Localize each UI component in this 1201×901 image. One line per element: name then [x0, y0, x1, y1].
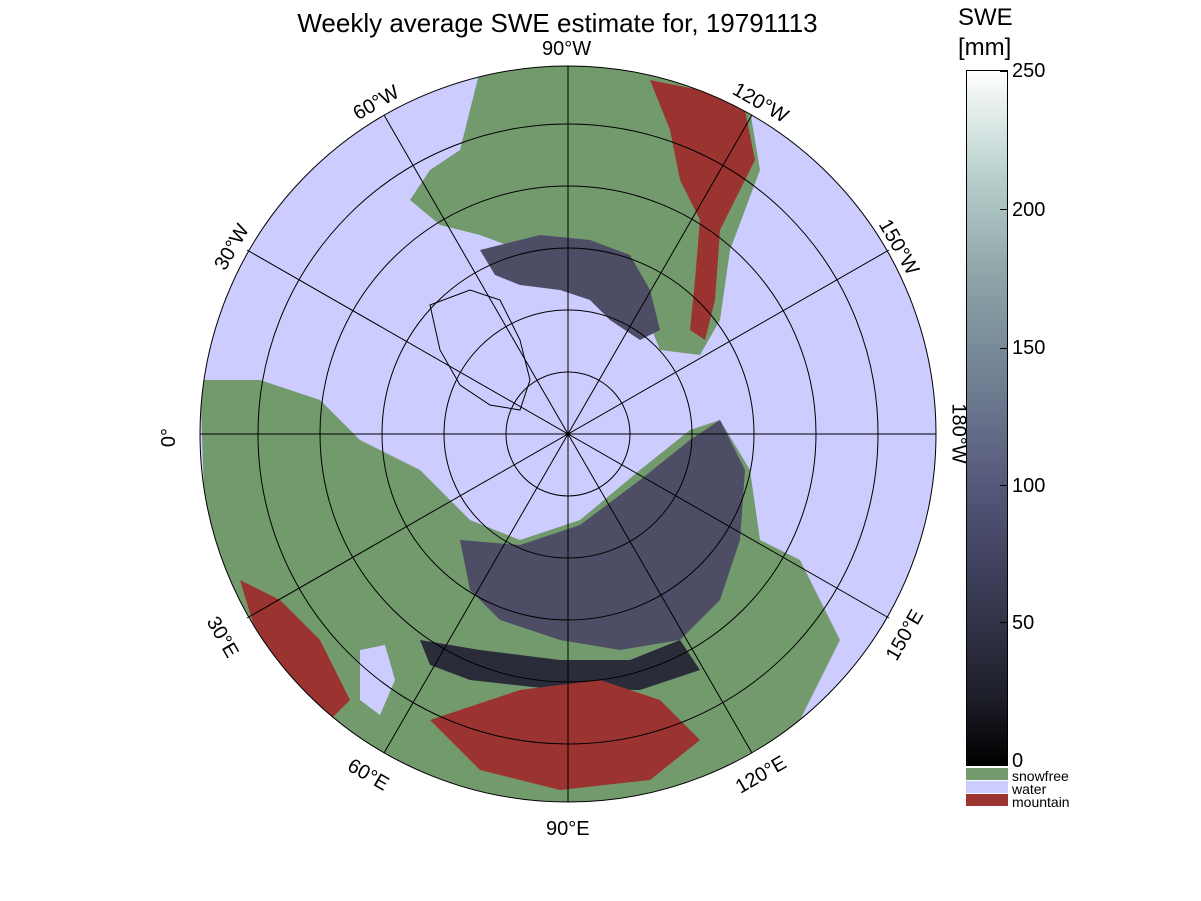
map-title: Weekly average SWE estimate for, 1979111… — [297, 8, 818, 38]
landmass-greenland — [429, 289, 531, 411]
colorbar-tick-50: 50 — [1012, 612, 1035, 634]
meridian-label-90w: 90°W — [542, 38, 592, 60]
meridian-label-0: 0° — [158, 427, 181, 448]
snow-siberia — [460, 420, 745, 650]
meridian-label-90e: 90°E — [546, 818, 590, 840]
colorbar — [966, 70, 1008, 766]
colorbar-title: SWE — [958, 4, 1013, 31]
colorbar-tick-200: 200 — [1012, 199, 1046, 221]
colorbar-tick-150: 150 — [1012, 337, 1046, 359]
legend-label-water: water — [1012, 781, 1047, 797]
legend-swatch-water — [966, 781, 1008, 793]
mountain-europe — [240, 580, 350, 720]
legend-label-mountain: mountain — [1012, 794, 1070, 810]
colorbar-tick-250: 250 — [1012, 60, 1046, 82]
legend-label-snowfree: snowfree — [1012, 768, 1069, 784]
water-caspian — [360, 645, 395, 715]
mountain-asia — [430, 680, 700, 790]
snow-north-america — [480, 235, 660, 340]
colorbar-tick-0: 0 — [1012, 750, 1024, 772]
mountain-rockies — [650, 80, 755, 340]
colorbar-tick-100: 100 — [1012, 475, 1046, 497]
legend-swatch-snowfree — [966, 768, 1008, 780]
colorbar-unit: [mm] — [958, 34, 1012, 61]
graticule — [199, 65, 937, 803]
snow-central-asia — [420, 640, 700, 690]
legend-swatch-mountain — [966, 794, 1008, 806]
